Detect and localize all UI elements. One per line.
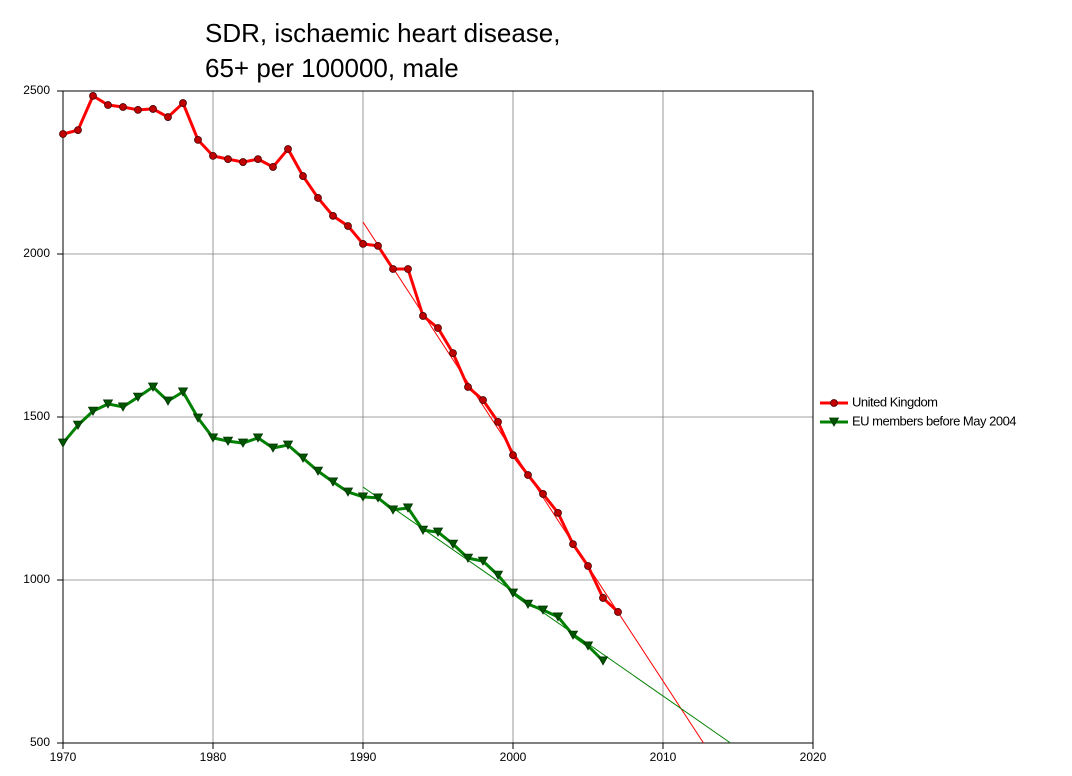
marker [119, 103, 127, 111]
marker [102, 399, 114, 409]
legend-label: EU members before May 2004 [852, 413, 1016, 428]
marker [417, 525, 429, 535]
marker [402, 503, 414, 513]
marker [359, 239, 367, 248]
marker [224, 155, 232, 164]
x-tick-label: 1990 [350, 750, 377, 764]
x-tick-label: 1980 [200, 750, 227, 764]
marker [132, 392, 144, 402]
marker [327, 477, 339, 487]
marker [284, 145, 292, 153]
marker [567, 630, 579, 640]
marker [147, 382, 159, 392]
marker [584, 562, 592, 570]
marker [582, 641, 594, 651]
marker [342, 487, 354, 497]
marker [134, 106, 142, 114]
marker [282, 440, 294, 450]
marker [464, 383, 472, 391]
marker [192, 413, 204, 423]
marker [554, 508, 562, 517]
legend-label: United Kingdom [852, 394, 938, 409]
marker [239, 158, 247, 166]
marker [494, 417, 502, 426]
marker [507, 588, 519, 598]
marker [432, 527, 444, 537]
marker [389, 265, 397, 273]
y-tick-label: 2000 [23, 246, 50, 260]
marker [209, 151, 217, 160]
marker [522, 599, 534, 609]
x-tick-label: 2000 [500, 750, 527, 764]
chart-title: 65+ per 100000, male [205, 53, 459, 83]
marker [87, 406, 99, 416]
marker [314, 194, 322, 202]
marker [149, 105, 157, 113]
x-tick-label: 2020 [800, 750, 827, 764]
marker [447, 539, 459, 549]
marker [299, 172, 307, 180]
marker [117, 402, 129, 412]
marker [89, 91, 97, 100]
marker [59, 130, 67, 138]
marker [194, 135, 202, 144]
marker [449, 349, 457, 358]
marker [344, 222, 352, 230]
marker [374, 241, 382, 250]
series-line [62, 94, 620, 614]
marker [509, 451, 517, 460]
marker [179, 99, 187, 107]
y-tick-label: 2500 [23, 83, 50, 97]
marker [597, 656, 609, 666]
plot-frame [62, 90, 814, 744]
legend-marker [828, 417, 840, 427]
legend-marker [830, 399, 838, 407]
y-tick-label: 1500 [23, 409, 50, 423]
marker [74, 126, 82, 135]
x-tick-label: 1970 [50, 750, 77, 764]
marker [552, 612, 564, 622]
marker [462, 553, 474, 563]
marker [419, 312, 427, 320]
marker [57, 438, 69, 448]
marker [539, 490, 547, 498]
marker [569, 540, 577, 549]
marker [329, 211, 337, 220]
y-tick-label: 500 [30, 735, 50, 749]
marker [404, 265, 412, 273]
marker [104, 101, 112, 109]
marker [269, 163, 277, 171]
marker [372, 493, 384, 503]
marker [537, 605, 549, 615]
marker [237, 438, 249, 448]
marker [387, 505, 399, 515]
marker [357, 492, 369, 502]
marker [207, 433, 219, 443]
marker [312, 466, 324, 476]
marker [524, 471, 532, 479]
marker [434, 324, 442, 332]
marker [254, 155, 262, 164]
x-tick-label: 2010 [650, 750, 677, 764]
chart-title: SDR, ischaemic heart disease, [205, 18, 560, 48]
marker [599, 594, 607, 602]
marker [177, 387, 189, 397]
marker [297, 453, 309, 463]
marker [252, 433, 264, 443]
y-tick-label: 1000 [23, 572, 50, 586]
marker [479, 396, 487, 404]
marker [614, 608, 622, 616]
marker [477, 556, 489, 566]
marker [222, 436, 234, 446]
marker [162, 396, 174, 406]
marker [492, 570, 504, 580]
marker [267, 443, 279, 453]
series-line [61, 385, 605, 662]
marker [164, 113, 172, 121]
marker [72, 420, 84, 430]
